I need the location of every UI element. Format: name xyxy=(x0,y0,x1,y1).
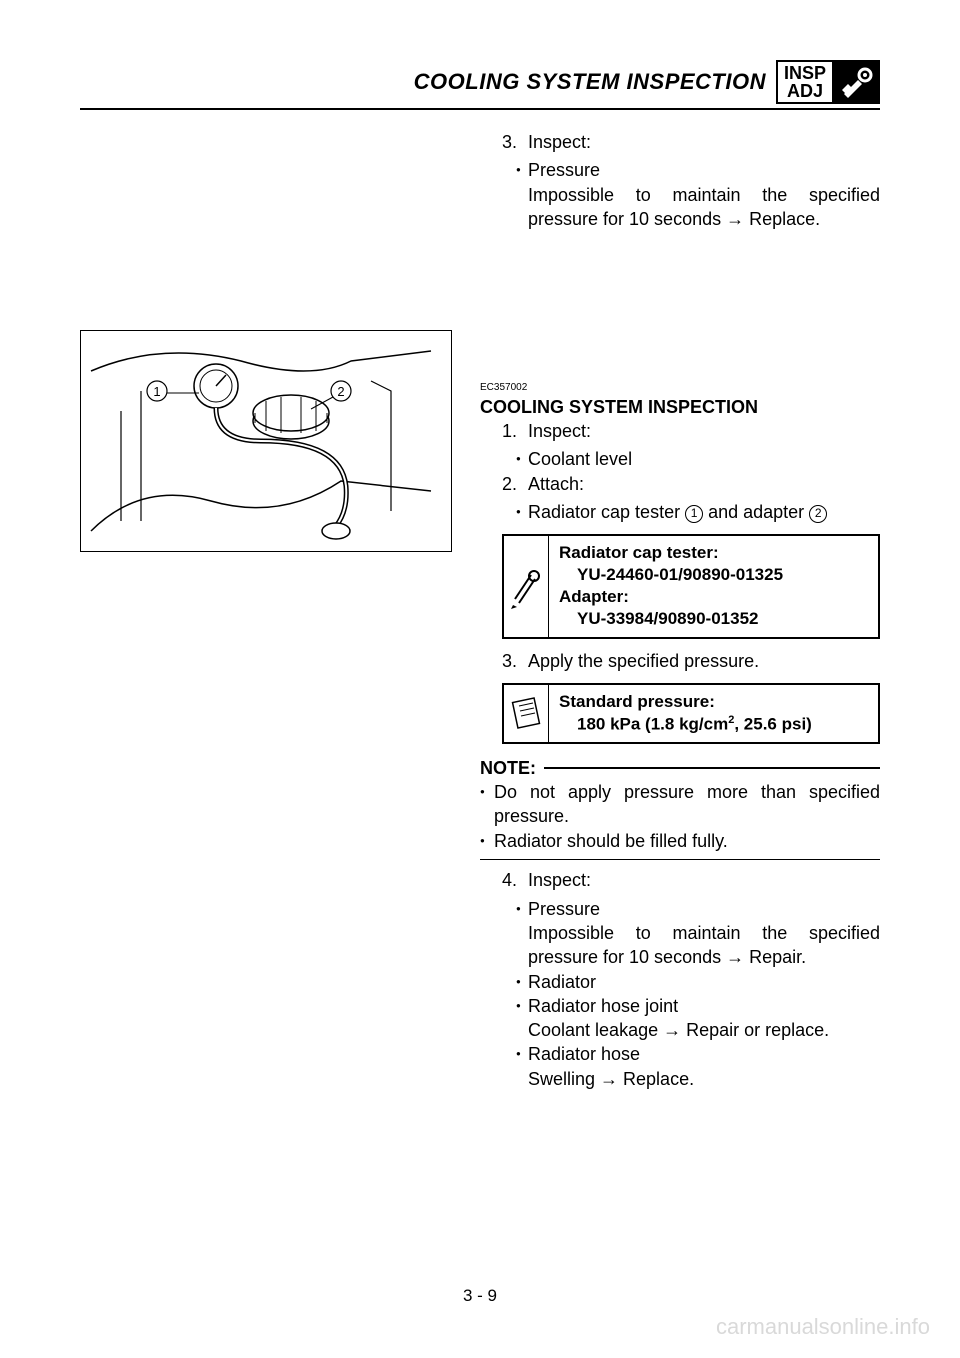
step-bullet: Radiator hose joint xyxy=(480,994,880,1018)
step-number: 2. xyxy=(502,472,528,496)
spec-icon xyxy=(504,685,549,742)
manual-page: COOLING SYSTEM INSPECTION INSP ADJ xyxy=(0,0,960,1358)
page-header: COOLING SYSTEM INSPECTION INSP ADJ xyxy=(80,60,880,110)
watermark: carmanualsonline.info xyxy=(716,1314,930,1340)
step-detail: Impossible to maintain the specified pre… xyxy=(480,183,880,232)
step-label: Inspect: xyxy=(528,421,591,441)
svg-text:1: 1 xyxy=(153,384,160,399)
step-detail: Impossible to maintain the specified pre… xyxy=(480,921,880,970)
step-label: Inspect: xyxy=(528,870,591,890)
section-title: COOLING SYSTEM INSPECTION xyxy=(480,395,880,419)
step-bullet: Coolant level xyxy=(480,447,880,471)
spec-box: Standard pressure: 180 kPa (1.8 kg/cm2, … xyxy=(502,683,880,744)
step-bullet: Radiator cap tester 1 and adapter 2 xyxy=(480,500,880,524)
note-header: NOTE: xyxy=(480,756,880,780)
callout-1: 1 xyxy=(685,505,703,523)
step-bullet: Pressure xyxy=(480,897,880,921)
header-box-top: INSP xyxy=(784,64,826,82)
tool-spec-box: Radiator cap tester: YU-24460-01/90890-0… xyxy=(502,534,880,638)
step-detail: Swelling → Replace. xyxy=(480,1067,880,1091)
page-number: 3 - 9 xyxy=(0,1286,960,1306)
note-item: Radiator should be filled fully. xyxy=(480,829,880,853)
right-column: 3.Inspect: Pressure Impossible to mainta… xyxy=(480,130,880,1091)
step-4: 4.Inspect: xyxy=(480,868,880,892)
step-number: 1. xyxy=(502,419,528,443)
spec-text: Standard pressure: 180 kPa (1.8 kg/cm2, … xyxy=(549,685,822,742)
step-bullet: Radiator hose xyxy=(480,1042,880,1066)
step-number: 3. xyxy=(502,130,528,154)
step-bullet: Pressure xyxy=(480,158,880,182)
step-detail: Coolant leakage → Repair or replace. xyxy=(480,1018,880,1042)
step-3: 3.Apply the specified pressure. xyxy=(480,649,880,673)
step-label: Inspect: xyxy=(528,132,591,152)
header-title: COOLING SYSTEM INSPECTION xyxy=(414,69,766,95)
step-number: 4. xyxy=(502,868,528,892)
note-label: NOTE: xyxy=(480,756,536,780)
svg-text:2: 2 xyxy=(337,384,344,399)
note-item: Do not apply pressure more than specifie… xyxy=(480,780,880,829)
rule xyxy=(544,767,880,769)
step-label: Apply the specified pressure. xyxy=(528,651,759,671)
left-column: 1 2 xyxy=(80,130,460,1091)
step-number: 3. xyxy=(502,649,528,673)
wrench-icon xyxy=(834,62,878,102)
rule xyxy=(480,859,880,861)
header-chapter-box: INSP ADJ xyxy=(776,60,880,104)
step-3-top: 3.Inspect: xyxy=(480,130,880,154)
callout-2: 2 xyxy=(809,505,827,523)
step-label: Attach: xyxy=(528,474,584,494)
radiator-diagram: 1 2 xyxy=(80,330,452,552)
step-2: 2.Attach: xyxy=(480,472,880,496)
content-area: 1 2 3.Inspect: Pressure Impossible to ma… xyxy=(80,130,880,1091)
header-chapter-label: INSP ADJ xyxy=(778,62,834,102)
section-code: EC357002 xyxy=(480,381,880,395)
tool-spec-text: Radiator cap tester: YU-24460-01/90890-0… xyxy=(549,536,793,636)
step-bullet: Radiator xyxy=(480,970,880,994)
step-1: 1.Inspect: xyxy=(480,419,880,443)
tool-icon xyxy=(504,536,549,636)
header-box-bottom: ADJ xyxy=(787,82,823,100)
